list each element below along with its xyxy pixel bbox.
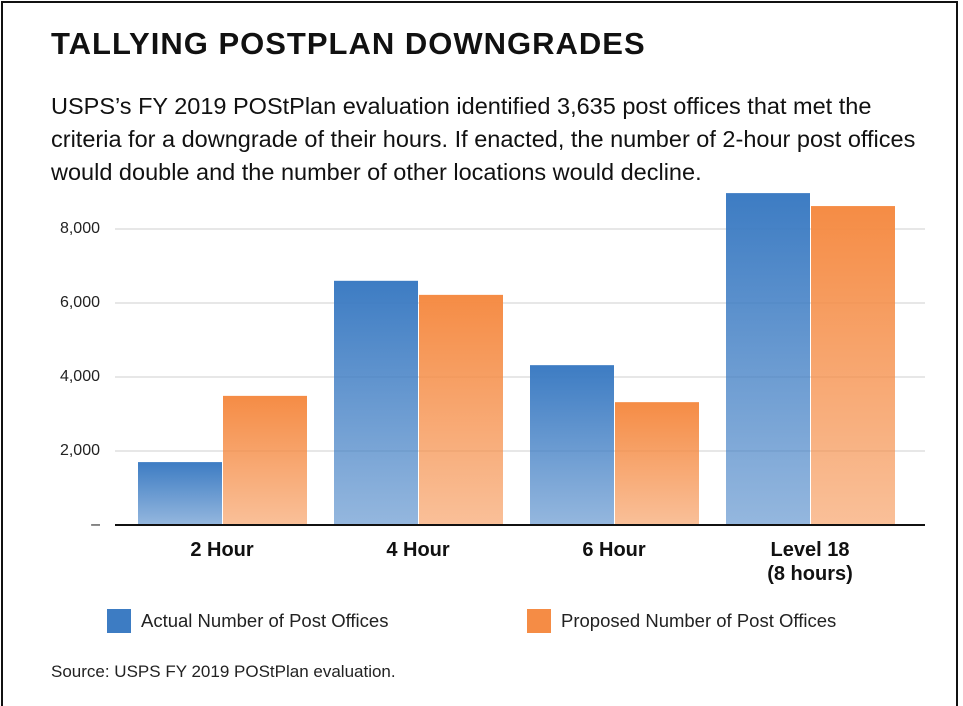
bar [138, 462, 222, 525]
y-tick-label: 8,000 [60, 220, 100, 237]
y-tick-label: 2,000 [60, 442, 100, 459]
bar [615, 402, 699, 525]
x-tick-label: Level 18 (8 hours) [767, 539, 853, 585]
bar [811, 206, 895, 525]
chart-subtitle: USPS’s FY 2019 POStPlan evaluation ident… [51, 93, 916, 185]
legend-label: Actual Number of Post Offices [141, 610, 388, 631]
y-tick-label: – [91, 516, 100, 533]
legend-label: Proposed Number of Post Offices [561, 610, 836, 631]
x-tick-label: 4 Hour [386, 539, 450, 561]
bar [419, 294, 503, 525]
bar [223, 395, 307, 525]
x-tick-label: 2 Hour [190, 539, 254, 561]
chart-title: TALLYING POSTPLAN DOWNGRADES [51, 26, 646, 61]
y-tick-label: 4,000 [60, 368, 100, 385]
y-tick-label: 6,000 [60, 294, 100, 311]
x-tick-label: 6 Hour [582, 539, 646, 561]
bar [726, 193, 810, 526]
source-note: Source: USPS FY 2019 POStPlan evaluation… [51, 662, 396, 681]
legend-swatch [107, 609, 131, 633]
bar [334, 280, 418, 525]
legend-swatch [527, 609, 551, 633]
bar [530, 365, 614, 525]
